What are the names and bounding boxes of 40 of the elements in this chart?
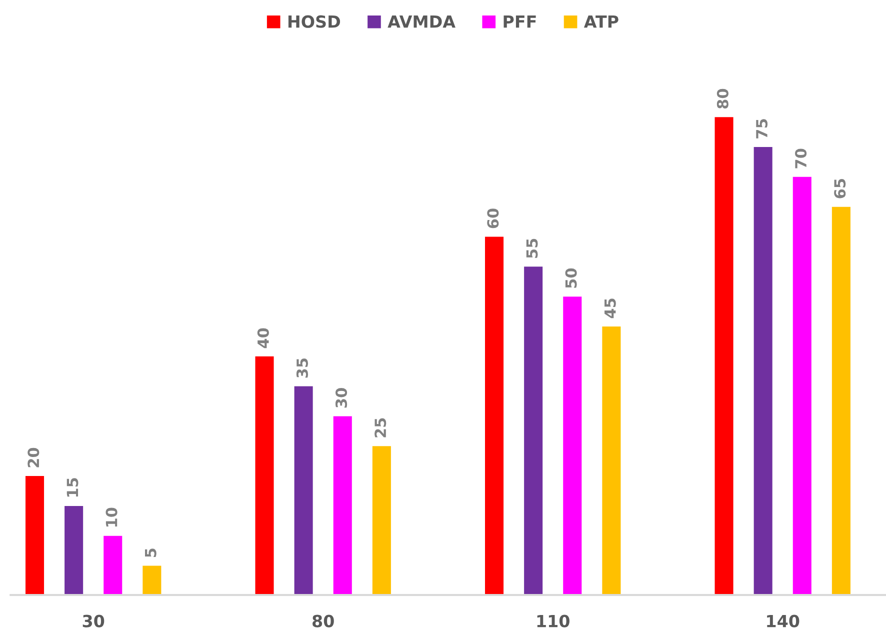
data-label: 15	[66, 478, 78, 497]
data-label: 35	[296, 358, 308, 378]
bar	[830, 205, 852, 596]
bar	[600, 325, 622, 596]
bar	[292, 384, 314, 596]
bar	[371, 444, 392, 596]
data-label: 25	[374, 418, 386, 438]
data-label: 75	[756, 119, 768, 138]
x-tick-label: 80	[312, 614, 334, 628]
data-label: 70	[795, 148, 807, 168]
data-label: 40	[257, 328, 269, 348]
data-label: 50	[565, 268, 577, 288]
data-label: 65	[834, 179, 846, 198]
data-label: 30	[336, 388, 348, 408]
bar	[752, 146, 774, 596]
bar	[254, 355, 276, 596]
bar	[332, 414, 354, 596]
data-label: 80	[716, 88, 728, 109]
legend-label: AVMDA	[388, 16, 456, 28]
bar	[562, 295, 584, 596]
bar	[24, 474, 46, 596]
bar	[713, 116, 735, 596]
legend-label: ATP	[584, 16, 618, 28]
data-label: 55	[526, 238, 538, 258]
bar	[484, 235, 505, 596]
data-label: 5	[145, 548, 156, 557]
bar	[102, 534, 124, 596]
data-label: 45	[604, 298, 616, 318]
legend-label: HOSD	[288, 15, 340, 28]
bar	[522, 265, 544, 596]
x-tick-label: 30	[82, 614, 104, 628]
data-label: 60	[487, 208, 499, 228]
data-label: 20	[28, 448, 40, 468]
x-tick-label: 110	[537, 614, 570, 628]
bar	[141, 564, 163, 596]
bar	[63, 504, 84, 596]
legend-label: PFF	[504, 16, 536, 28]
x-tick-label: 140	[767, 614, 800, 628]
bar	[791, 176, 813, 596]
data-label: 10	[106, 508, 118, 527]
